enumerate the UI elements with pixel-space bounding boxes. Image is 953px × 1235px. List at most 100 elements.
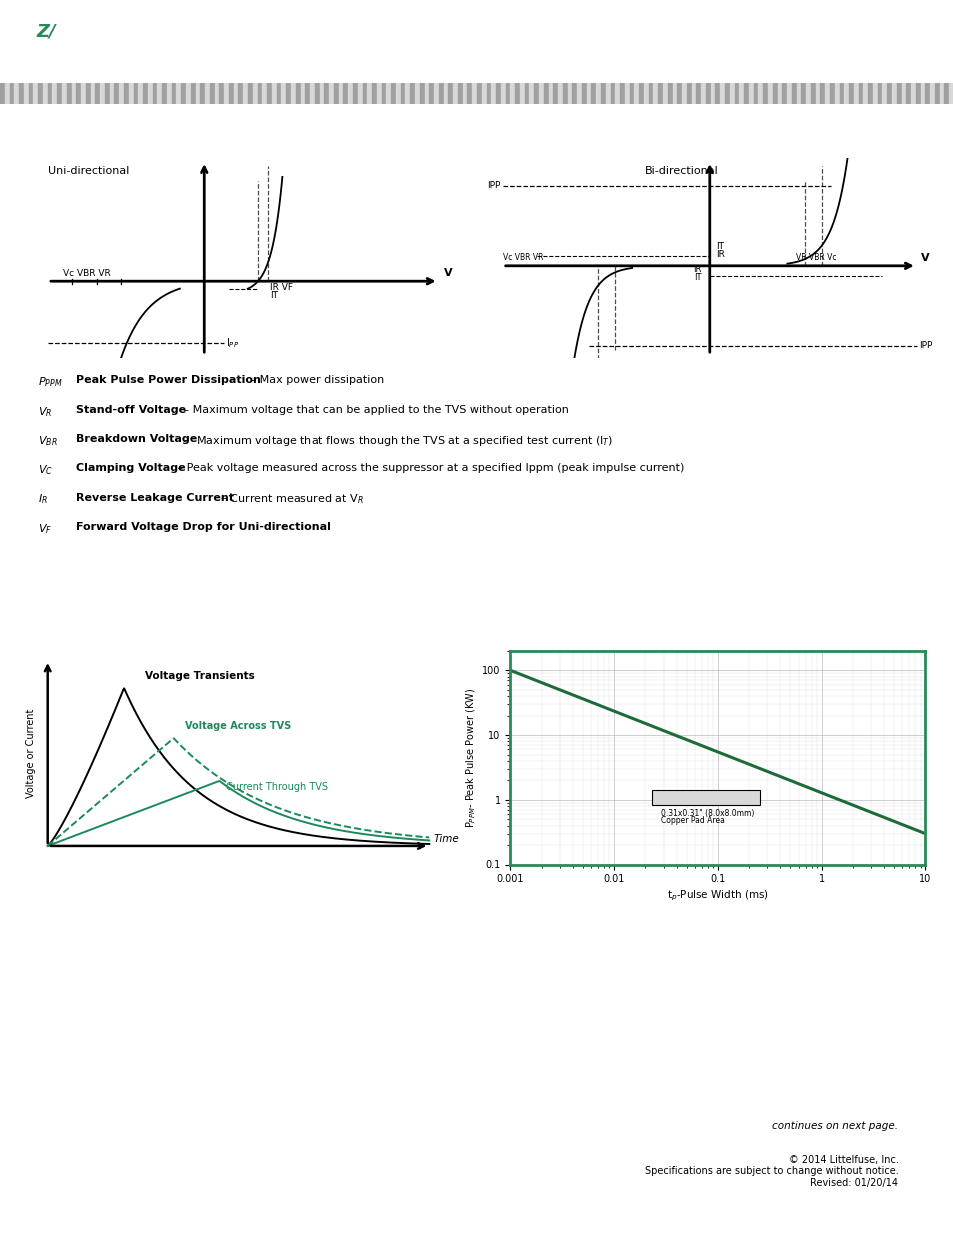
Bar bbox=[691, 83, 696, 104]
Bar bbox=[381, 83, 386, 104]
Bar bbox=[71, 83, 76, 104]
Bar bbox=[205, 83, 210, 104]
Bar bbox=[357, 83, 362, 104]
Bar bbox=[300, 83, 305, 104]
Bar bbox=[653, 83, 658, 104]
Bar bbox=[715, 83, 720, 104]
Bar bbox=[400, 83, 405, 104]
Bar bbox=[243, 83, 248, 104]
Bar bbox=[943, 83, 948, 104]
Bar bbox=[939, 83, 943, 104]
Bar bbox=[634, 83, 639, 104]
Bar bbox=[19, 83, 24, 104]
Text: –  Maximum voltage that flows though the TVS at a specified test current (I$_{T}: – Maximum voltage that flows though the … bbox=[180, 433, 613, 448]
Bar bbox=[534, 83, 538, 104]
Bar bbox=[114, 83, 119, 104]
Bar bbox=[86, 83, 91, 104]
Text: Ratings and Characteristic Curves: Ratings and Characteristic Curves bbox=[39, 580, 294, 594]
Text: Copper Pad Area: Copper Pad Area bbox=[659, 816, 723, 825]
Text: – Max power dissipation: – Max power dissipation bbox=[247, 375, 384, 385]
Bar bbox=[500, 83, 505, 104]
Bar bbox=[629, 83, 634, 104]
Text: Surface Mount - 600W > P6SMB series: Surface Mount - 600W > P6SMB series bbox=[210, 52, 505, 67]
Bar bbox=[253, 83, 257, 104]
Bar bbox=[686, 83, 691, 104]
Bar bbox=[67, 83, 71, 104]
Bar bbox=[362, 83, 367, 104]
Bar bbox=[724, 83, 729, 104]
Bar bbox=[14, 83, 19, 104]
Bar bbox=[467, 83, 472, 104]
Bar bbox=[867, 83, 872, 104]
Bar bbox=[619, 83, 624, 104]
Bar bbox=[152, 83, 157, 104]
Bar bbox=[419, 83, 424, 104]
X-axis label: t$_p$-Pulse Width (ms): t$_p$-Pulse Width (ms) bbox=[666, 888, 768, 903]
Bar bbox=[491, 83, 496, 104]
Bar bbox=[95, 83, 100, 104]
Bar bbox=[834, 83, 839, 104]
Bar bbox=[672, 83, 677, 104]
Text: Voltage Across TVS: Voltage Across TVS bbox=[185, 721, 292, 731]
Text: (T: (T bbox=[302, 583, 315, 593]
Bar bbox=[410, 83, 415, 104]
Bar bbox=[562, 83, 567, 104]
Bar bbox=[920, 83, 924, 104]
Bar bbox=[314, 83, 319, 104]
Bar bbox=[286, 83, 291, 104]
Text: Voltage or Current: Voltage or Current bbox=[26, 709, 35, 798]
Bar bbox=[324, 83, 329, 104]
Bar bbox=[843, 83, 848, 104]
Text: IT: IT bbox=[270, 291, 278, 300]
Bar bbox=[405, 83, 410, 104]
Text: V$_{BR}$: V$_{BR}$ bbox=[38, 433, 57, 448]
FancyBboxPatch shape bbox=[11, 6, 145, 73]
Bar bbox=[10, 83, 14, 104]
Text: Figure 2 - Peak Pulse Power Rating: Figure 2 - Peak Pulse Power Rating bbox=[496, 625, 728, 637]
Text: Breakdown Voltage: Breakdown Voltage bbox=[76, 433, 197, 443]
Bar bbox=[429, 83, 434, 104]
Bar bbox=[658, 83, 662, 104]
Bar bbox=[743, 83, 748, 104]
Bar bbox=[191, 83, 195, 104]
Bar bbox=[138, 83, 143, 104]
Bar bbox=[334, 83, 338, 104]
Bar bbox=[367, 83, 372, 104]
Bar bbox=[219, 83, 224, 104]
Bar bbox=[667, 83, 672, 104]
Text: 0.31x0.31" (8.0x8.0mm): 0.31x0.31" (8.0x8.0mm) bbox=[659, 809, 753, 818]
Bar bbox=[376, 83, 381, 104]
Bar bbox=[443, 83, 448, 104]
Text: I$_{R}$: I$_{R}$ bbox=[38, 493, 48, 506]
Bar bbox=[110, 83, 114, 104]
Bar bbox=[786, 83, 791, 104]
Bar bbox=[319, 83, 324, 104]
Bar bbox=[386, 83, 391, 104]
Bar bbox=[148, 83, 152, 104]
Text: P$_{PPM}$: P$_{PPM}$ bbox=[38, 375, 63, 389]
Bar bbox=[896, 83, 901, 104]
Bar bbox=[186, 83, 191, 104]
Bar bbox=[233, 83, 238, 104]
Bar bbox=[38, 83, 43, 104]
Bar bbox=[162, 83, 167, 104]
Bar bbox=[772, 83, 777, 104]
Bar bbox=[248, 83, 253, 104]
Bar bbox=[48, 83, 52, 104]
Bar bbox=[781, 83, 786, 104]
Bar bbox=[172, 83, 176, 104]
Bar bbox=[472, 83, 476, 104]
Bar bbox=[662, 83, 667, 104]
Text: Littelfuse: Littelfuse bbox=[78, 16, 152, 30]
Bar bbox=[33, 83, 38, 104]
Bar bbox=[119, 83, 124, 104]
Bar bbox=[424, 83, 429, 104]
Text: Forward Voltage Drop for Uni-directional: Forward Voltage Drop for Uni-directional bbox=[76, 521, 331, 532]
Bar bbox=[882, 83, 886, 104]
Bar bbox=[858, 83, 862, 104]
Bar bbox=[643, 83, 648, 104]
Text: Stand-off Voltage: Stand-off Voltage bbox=[76, 405, 187, 415]
Bar bbox=[748, 83, 753, 104]
Y-axis label: P$_{PPM}$- Peak Pulse Power (KW): P$_{PPM}$- Peak Pulse Power (KW) bbox=[464, 688, 477, 827]
Text: © 2014 Littelfuse, Inc.
Specifications are subject to change without notice.
Rev: © 2014 Littelfuse, Inc. Specifications a… bbox=[644, 1155, 898, 1188]
